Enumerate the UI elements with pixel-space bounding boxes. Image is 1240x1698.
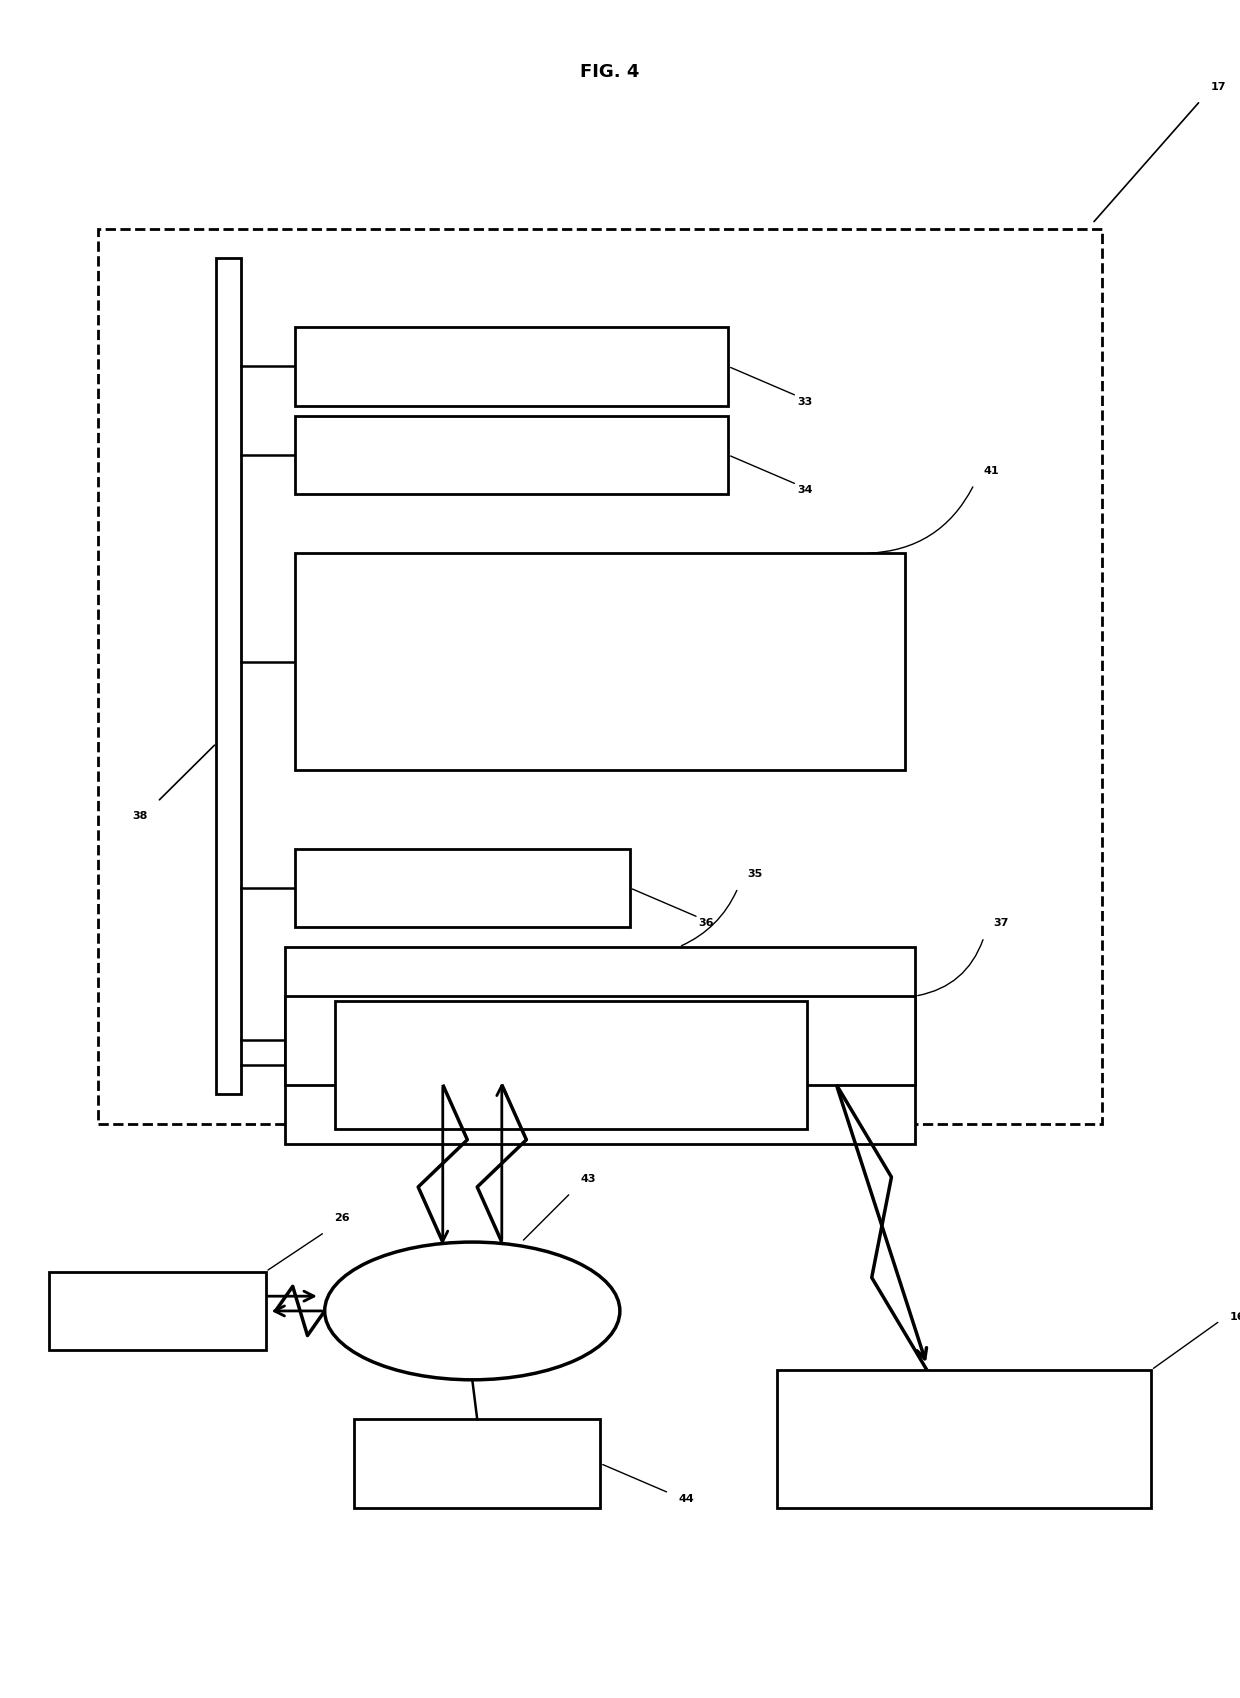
Text: COMMUNICATION I/F: COMMUNICATION I/F (532, 1034, 668, 1048)
Bar (355, 1420, 600, 1508)
Bar (295, 554, 905, 771)
Text: 16: 16 (1230, 1311, 1240, 1321)
Text: NETWORK: NETWORK (439, 1304, 506, 1318)
Bar (50, 1272, 265, 1350)
Bar (295, 849, 630, 927)
Text: ELECTRONIC
CASSETTE: ELECTRONIC CASSETTE (923, 1425, 1006, 1453)
Text: CPU: CPU (582, 655, 619, 669)
Text: TOUCH PANEL: TOUCH PANEL (465, 360, 558, 374)
Text: 36: 36 (698, 919, 714, 927)
Bar (285, 997, 915, 1085)
Bar (777, 1370, 1151, 1508)
Bar (98, 229, 1102, 1124)
Text: 41: 41 (983, 465, 999, 475)
Text: 33: 33 (797, 397, 812, 406)
Text: 17: 17 (1210, 82, 1225, 92)
Text: 44: 44 (680, 1493, 694, 1503)
Bar (295, 328, 728, 406)
Text: 43: 43 (580, 1173, 596, 1184)
Text: CAMERA: CAMERA (129, 1304, 185, 1318)
Text: SERVER: SERVER (451, 1457, 503, 1470)
Text: OPERATION
PROGRAM: OPERATION PROGRAM (532, 1051, 609, 1080)
Text: 38: 38 (133, 810, 148, 820)
Bar (335, 1002, 807, 1129)
Bar (295, 416, 728, 496)
Text: 34: 34 (797, 486, 812, 496)
Bar (217, 260, 241, 1095)
Text: 37: 37 (993, 917, 1009, 927)
Text: 26: 26 (335, 1212, 350, 1223)
Text: FIG. 4: FIG. 4 (580, 63, 640, 82)
Text: 50: 50 (875, 1085, 890, 1095)
Text: MEMORY: MEMORY (433, 881, 491, 895)
Text: 35: 35 (748, 868, 763, 878)
Bar (285, 947, 915, 1144)
Ellipse shape (325, 1243, 620, 1380)
Text: STORAGE DEVICE: STORAGE DEVICE (543, 990, 657, 1004)
Text: INPUT DEVICE: INPUT DEVICE (465, 450, 558, 462)
